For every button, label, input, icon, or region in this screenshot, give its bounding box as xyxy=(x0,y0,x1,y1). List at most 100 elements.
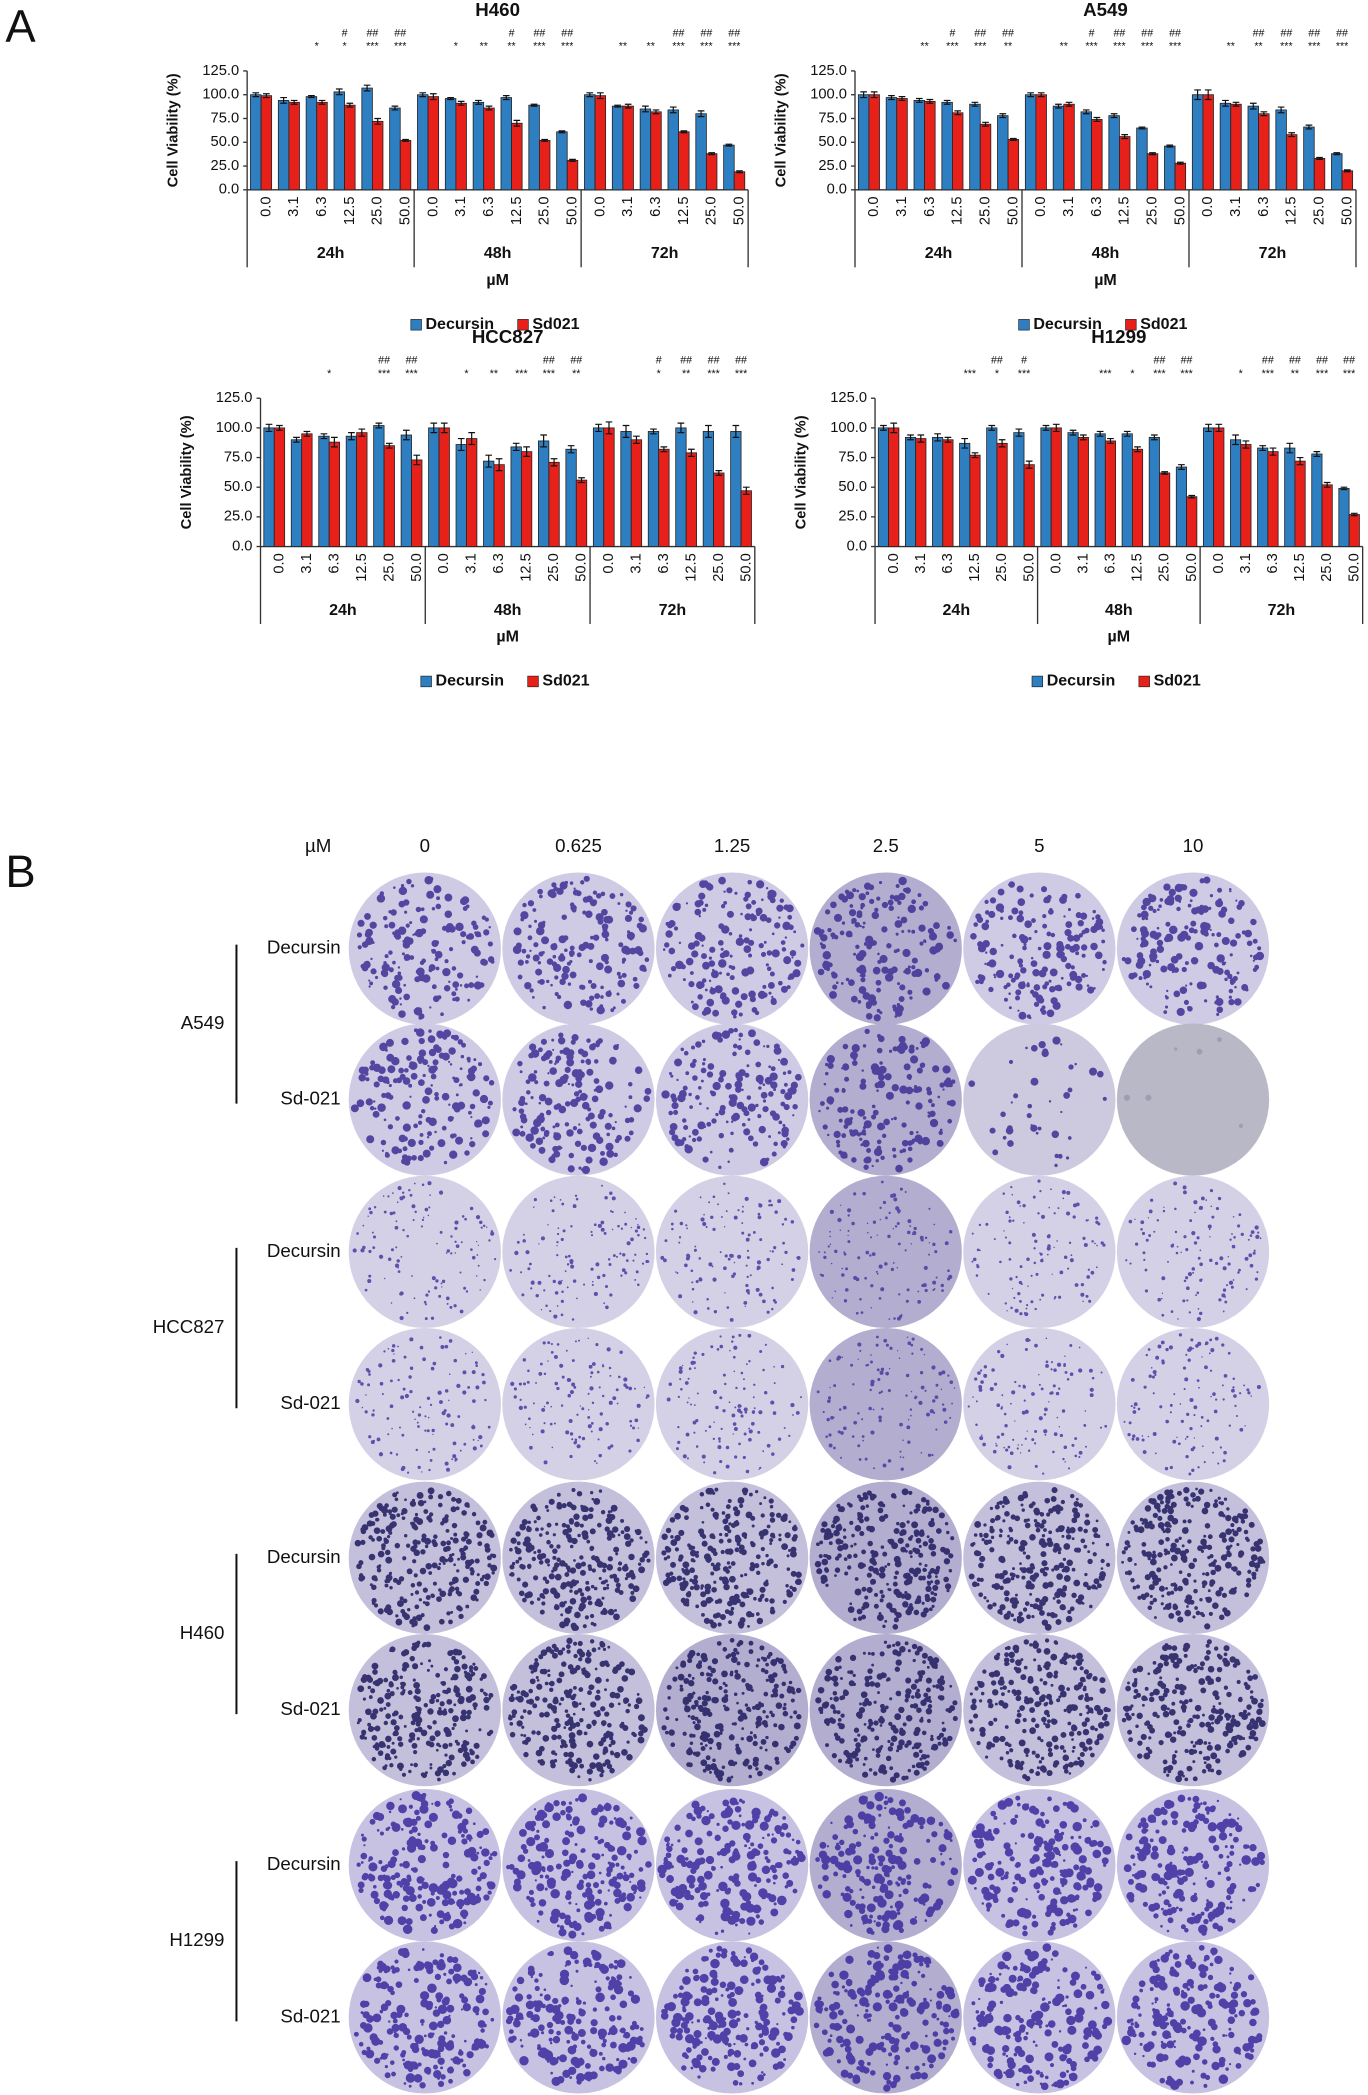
error-bar xyxy=(1344,169,1351,173)
error-bar xyxy=(550,458,558,467)
error-bar xyxy=(374,117,382,125)
bar xyxy=(538,440,550,547)
culture-dish xyxy=(1116,1481,1270,1634)
x-tick-label: 3.1 xyxy=(464,553,480,573)
error-bar xyxy=(1288,132,1296,138)
error-bar xyxy=(402,138,409,142)
bar xyxy=(1077,436,1089,547)
x-tick-label: 12.5 xyxy=(676,197,692,226)
bar xyxy=(996,442,1008,547)
error-bar xyxy=(1286,442,1294,454)
x-tick-label: 3.1 xyxy=(628,553,644,573)
x-tick-label: 0.0 xyxy=(271,553,287,573)
x-tick-label: 6.3 xyxy=(481,197,497,217)
significance-mark: *** xyxy=(378,368,390,380)
culture-dish xyxy=(502,1328,655,1481)
bar xyxy=(603,427,615,547)
x-tick-label: 50.0 xyxy=(1346,553,1362,582)
colonies xyxy=(354,1487,498,1631)
bar xyxy=(1094,433,1106,547)
x-tick-label: 6.3 xyxy=(1103,553,1119,573)
x-tick-label: 12.5 xyxy=(1292,553,1308,582)
error-bar xyxy=(1080,434,1087,441)
significance-mark: *** xyxy=(700,41,712,53)
bar xyxy=(1091,119,1103,191)
bar xyxy=(411,459,423,547)
bar xyxy=(658,448,670,547)
culture-dish xyxy=(502,1175,655,1329)
bar xyxy=(868,94,880,191)
bar xyxy=(705,153,718,191)
error-bar xyxy=(523,446,530,457)
error-bar xyxy=(596,92,604,100)
error-bar xyxy=(502,95,510,101)
bar xyxy=(1284,447,1296,547)
culture-dish xyxy=(348,1633,501,1787)
bar xyxy=(444,98,457,191)
error-bar xyxy=(1010,137,1017,141)
bar xyxy=(1202,427,1215,547)
bar xyxy=(1050,427,1062,547)
error-bar xyxy=(558,130,566,134)
error-bar xyxy=(1027,92,1034,98)
significance-mark: # xyxy=(509,27,515,39)
error-bar xyxy=(660,446,668,453)
bar xyxy=(1175,466,1187,547)
x-tick-label: 0.0 xyxy=(1211,553,1227,573)
x-axis-label: µM xyxy=(486,271,509,289)
treatment-label: Sd-021 xyxy=(280,1392,340,1413)
bar xyxy=(1321,484,1333,547)
chart-title: HCC827 xyxy=(472,326,544,347)
x-tick-label: 25.0 xyxy=(977,197,993,226)
significance-mark: *** xyxy=(735,368,747,380)
bar xyxy=(924,100,936,191)
error-bar xyxy=(567,445,575,454)
bar xyxy=(713,472,725,547)
bar xyxy=(630,439,643,547)
y-axis-label: Cell Viability (%) xyxy=(793,415,809,529)
bar xyxy=(1311,453,1323,547)
significance-mark: *** xyxy=(1018,368,1030,380)
bar xyxy=(969,103,981,191)
x-tick-label: 12.5 xyxy=(683,553,699,582)
colonies xyxy=(356,1640,494,1782)
significance-mark: # xyxy=(1089,27,1095,39)
error-bar xyxy=(926,98,934,104)
bar xyxy=(888,427,900,547)
cell-line-label: H1299 xyxy=(169,1929,224,1950)
significance-mark: * xyxy=(995,368,999,380)
error-bar xyxy=(888,95,895,101)
y-tick-label: 100.0 xyxy=(202,87,239,103)
colonies xyxy=(661,1637,802,1783)
bar xyxy=(941,101,953,191)
significance-mark: *** xyxy=(672,41,684,53)
error-bar xyxy=(680,130,688,134)
x-tick-label: 6.3 xyxy=(940,553,956,573)
error-bar xyxy=(512,442,520,452)
y-tick-label: 75.0 xyxy=(818,110,847,126)
bar xyxy=(500,97,512,191)
significance-mark: # xyxy=(656,355,662,367)
bar xyxy=(685,452,697,547)
significance-mark: ## xyxy=(728,27,740,39)
y-axis-label: Cell Viability (%) xyxy=(773,73,789,187)
significance-mark: *** xyxy=(1343,368,1355,380)
treatment-label: Sd-021 xyxy=(280,2005,340,2026)
y-tick-label: 100.0 xyxy=(830,420,867,436)
error-bar xyxy=(998,439,1006,448)
error-bar xyxy=(1333,152,1341,156)
error-bar xyxy=(540,434,547,448)
y-tick-label: 25.0 xyxy=(818,158,847,174)
x-tick-label: 3.1 xyxy=(453,197,469,217)
bar xyxy=(520,451,533,547)
significance-mark: ## xyxy=(378,355,390,367)
colonies xyxy=(507,1637,648,1782)
legend-swatch xyxy=(517,319,529,331)
significance-mark: *** xyxy=(533,41,545,53)
bar xyxy=(528,104,540,191)
bar xyxy=(997,115,1009,191)
error-bar xyxy=(1296,456,1304,466)
significance-mark: * xyxy=(327,368,331,380)
error-bar xyxy=(944,436,952,443)
legend-label: Sd021 xyxy=(532,315,579,333)
